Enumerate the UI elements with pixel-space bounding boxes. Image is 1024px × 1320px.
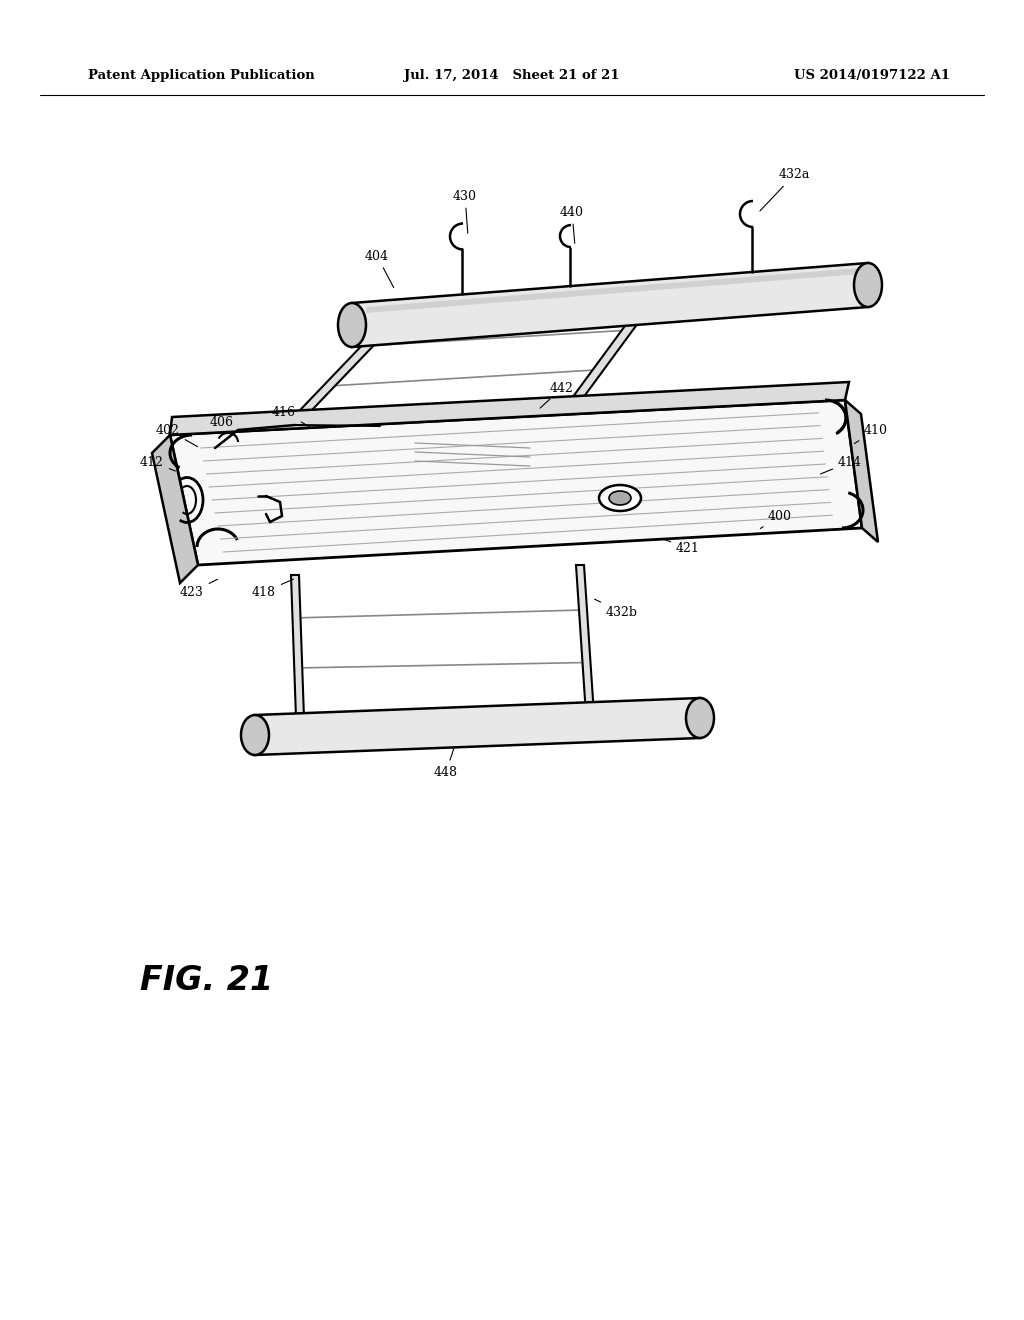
Polygon shape [152, 436, 198, 583]
Text: 423: 423 [180, 579, 217, 598]
Text: 404: 404 [365, 249, 393, 288]
Ellipse shape [854, 263, 882, 308]
Ellipse shape [241, 715, 269, 755]
Text: 440: 440 [560, 206, 584, 243]
Polygon shape [845, 400, 878, 543]
Polygon shape [561, 300, 652, 417]
Polygon shape [255, 698, 700, 755]
Text: 414: 414 [820, 455, 862, 474]
Polygon shape [366, 267, 872, 313]
Text: FIG. 21: FIG. 21 [140, 964, 273, 997]
Text: 400: 400 [761, 510, 792, 528]
Polygon shape [170, 381, 849, 436]
Text: 432a: 432a [760, 169, 810, 211]
Ellipse shape [599, 484, 641, 511]
Text: 421: 421 [663, 539, 700, 554]
Text: 430: 430 [453, 190, 477, 234]
Text: 448: 448 [434, 747, 458, 779]
Ellipse shape [609, 491, 631, 506]
Text: Jul. 17, 2014   Sheet 21 of 21: Jul. 17, 2014 Sheet 21 of 21 [404, 69, 620, 82]
Polygon shape [281, 315, 399, 434]
Text: 412: 412 [140, 455, 175, 471]
Polygon shape [352, 263, 868, 347]
Ellipse shape [686, 698, 714, 738]
Polygon shape [291, 576, 304, 718]
Text: 442: 442 [540, 381, 573, 408]
Text: US 2014/0197122 A1: US 2014/0197122 A1 [794, 69, 950, 82]
Ellipse shape [338, 304, 366, 347]
Text: 416: 416 [272, 405, 312, 429]
Text: 432b: 432b [595, 599, 638, 619]
Text: 402: 402 [156, 424, 198, 446]
Text: 406: 406 [210, 417, 236, 436]
Polygon shape [575, 565, 594, 715]
Text: 418: 418 [252, 579, 294, 598]
Polygon shape [170, 400, 862, 565]
Text: Patent Application Publication: Patent Application Publication [88, 69, 314, 82]
Text: 410: 410 [854, 424, 888, 444]
